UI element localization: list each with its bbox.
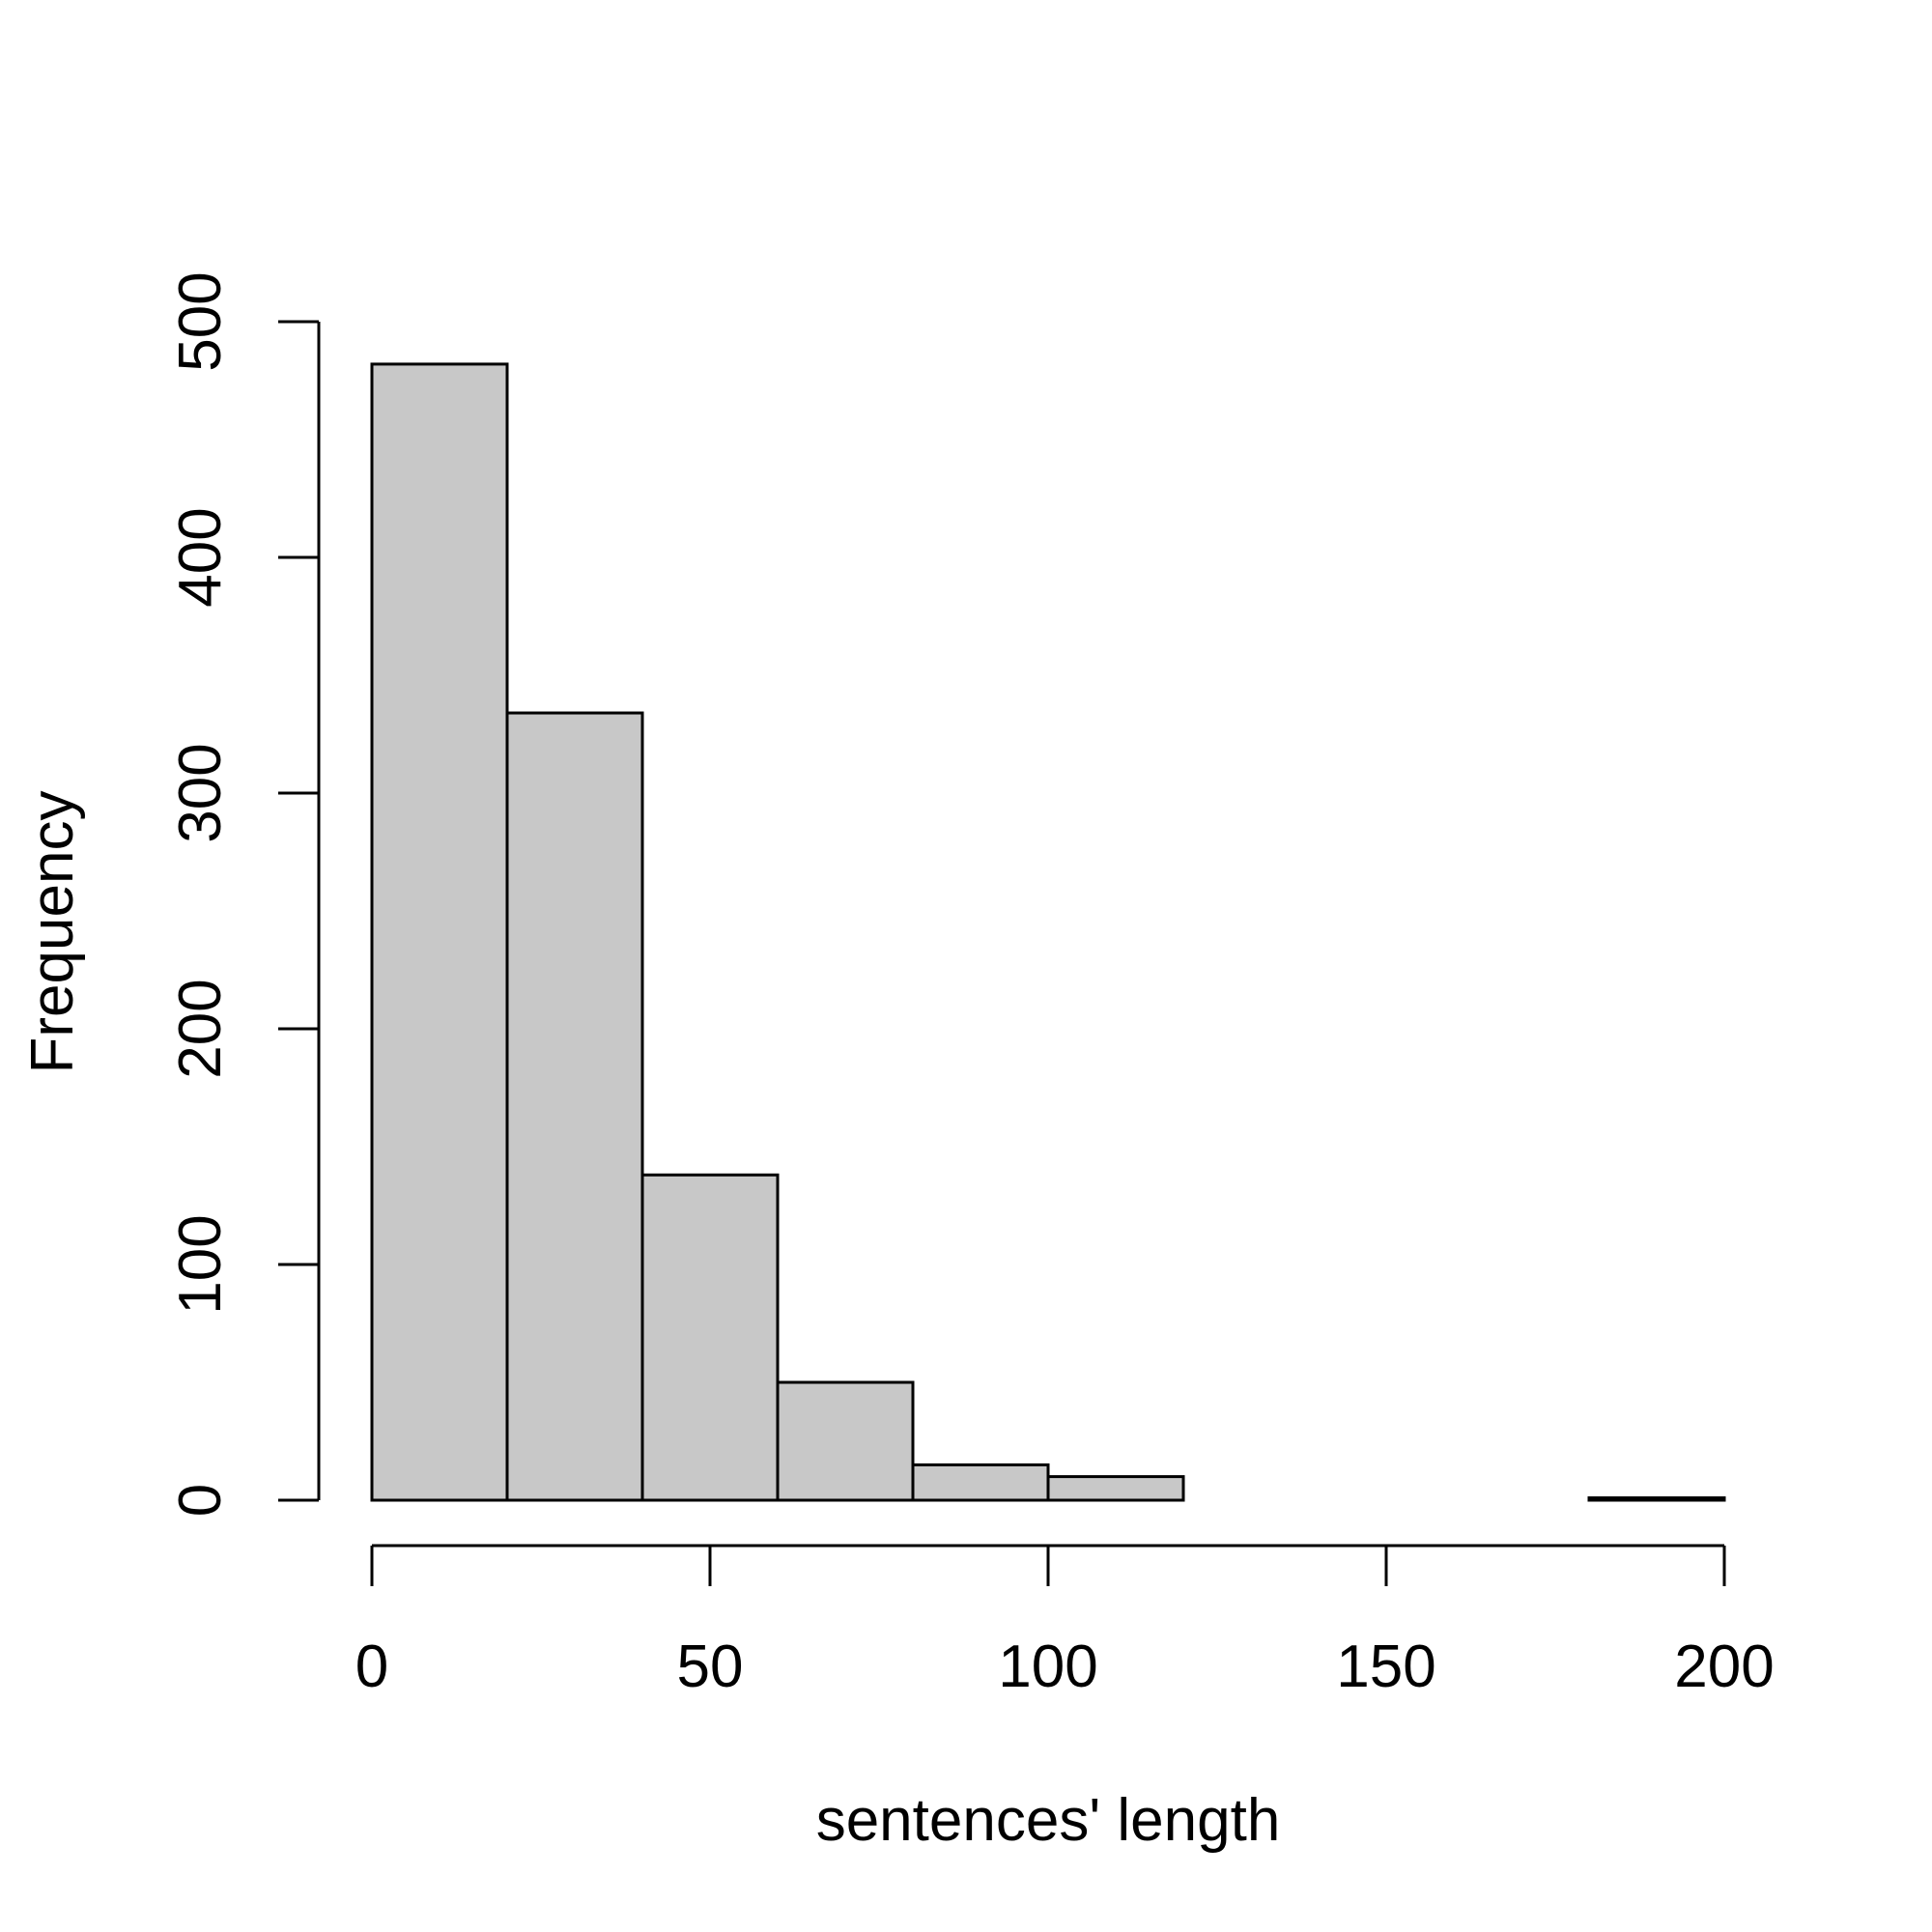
y-axis-label: Frequency [19,791,86,1074]
x-tick-label-1: 50 [677,1634,744,1700]
histogram-bar-2 [640,1173,780,1502]
y-tick-label-5: 500 [167,271,234,371]
y-tick-label-4: 400 [167,507,234,607]
histogram-bar-4 [911,1463,1050,1502]
histogram-bar-5 [1046,1475,1185,1502]
y-tick-label-3: 300 [167,743,234,842]
x-axis: 0 50 100 150 200 [355,1544,1775,1700]
y-axis: 0 100 200 300 400 500 [167,271,321,1517]
x-tick-label-4: 200 [1674,1634,1774,1700]
y-tick-label-0: 0 [167,1484,234,1517]
histogram-bar-9 [1587,1496,1726,1502]
y-tick-label-1: 100 [167,1214,234,1314]
histogram-bar-3 [776,1380,915,1502]
x-tick-label-0: 0 [355,1634,388,1700]
x-axis-label: sentences' length [816,1787,1281,1854]
histogram-bar-1 [505,711,644,1502]
histogram-bar-0 [370,362,509,1502]
x-tick-label-2: 100 [998,1634,1097,1700]
bars-group [370,362,1726,1502]
x-tick-label-3: 150 [1336,1634,1435,1700]
y-tick-label-2: 200 [167,979,234,1078]
